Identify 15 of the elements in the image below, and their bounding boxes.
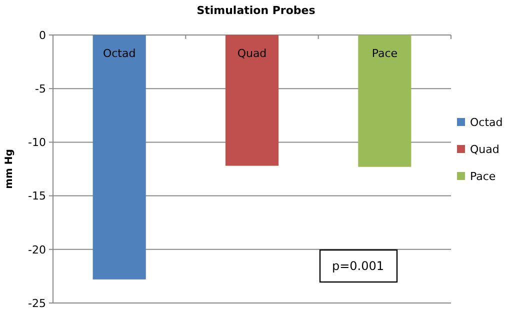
x-tick-label: Octad bbox=[102, 47, 136, 60]
y-axis-title: mm Hg bbox=[4, 149, 15, 189]
x-tick-label: Pace bbox=[372, 47, 398, 60]
chart-title: Stimulation Probes bbox=[196, 4, 316, 17]
y-tick-label: 0 bbox=[39, 28, 46, 42]
y-tick-label: -20 bbox=[28, 243, 46, 256]
annotation: p=0.001 bbox=[332, 259, 384, 274]
y-tick-label: -15 bbox=[28, 190, 46, 203]
y-tick-label: -10 bbox=[28, 136, 46, 150]
y-tick-label: -25 bbox=[28, 296, 46, 310]
legend-label: Quad bbox=[470, 142, 500, 156]
legend-label: Pace bbox=[470, 170, 496, 183]
legend-label: Octad bbox=[470, 116, 503, 129]
x-tick-label: Quad bbox=[237, 47, 267, 60]
y-tick-label: -5 bbox=[35, 82, 46, 96]
